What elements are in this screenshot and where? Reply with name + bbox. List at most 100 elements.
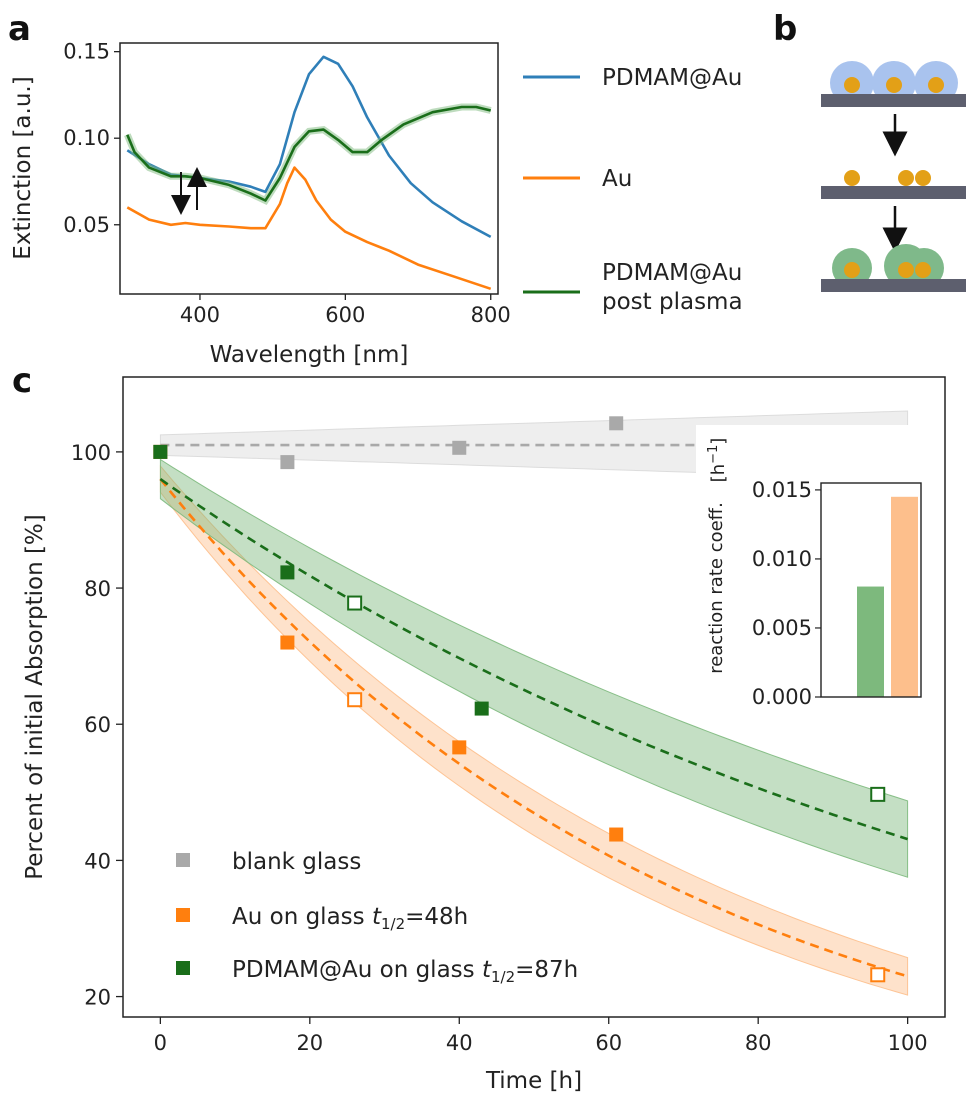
- gold-particle: [928, 77, 944, 93]
- panel-c-y-ticks: 20 40 60 80 100: [71, 441, 123, 1010]
- y-tick-label: 0.005: [752, 616, 812, 640]
- gold-particle: [844, 77, 860, 93]
- panel-a-axes-frame: [119, 42, 499, 295]
- x-tick-label: 80: [745, 1031, 772, 1055]
- y-tick-label: 100: [71, 441, 111, 465]
- x-tick-label: 400: [180, 303, 220, 327]
- gold-particle: [898, 262, 914, 278]
- inset-axes-frame: [820, 482, 922, 698]
- data-point-0: [452, 440, 467, 455]
- y-tick-label: 0.010: [752, 547, 812, 571]
- panel-a-x-ticks: 400 600 800: [180, 294, 511, 327]
- substrate-3: [821, 279, 966, 292]
- fit-band-1: [159, 464, 909, 996]
- x-tick-label: 40: [446, 1031, 473, 1055]
- panel-a-legend: PDMAM@Au Au PDMAM@Au post plasma: [523, 65, 750, 315]
- legend-label-au-on-glass: Au on glass t1/2=48h: [232, 904, 468, 933]
- panel-letter-a: a: [8, 9, 31, 49]
- legend-label-pdmam: PDMAM@Au: [602, 65, 742, 91]
- panel-a-y-axis-label: Extinction [a.u.]: [10, 76, 36, 259]
- data-point-1: [870, 967, 886, 983]
- legend-au-prefix: Au on glass: [232, 904, 372, 930]
- substrate-1: [821, 94, 966, 107]
- y-tick-label: 60: [84, 713, 111, 737]
- panel-c-data-points: [153, 416, 886, 983]
- panel-c-x-axis-label: Time [h]: [485, 1068, 582, 1094]
- panel-a-y-ticks: 0.05 0.10 0.15: [63, 40, 120, 237]
- series-line-2: [126, 105, 492, 202]
- y-tick-label: 0.000: [752, 685, 812, 709]
- inset-unit-label: [h−1]: [706, 438, 729, 483]
- gold-particle: [915, 262, 931, 278]
- legend-marker-au: [176, 908, 190, 922]
- legend-pd-t: t: [482, 957, 492, 983]
- y-tick-label: 80: [84, 577, 111, 601]
- panel-a-x-axis-label: Wavelength [nm]: [210, 342, 409, 368]
- data-point-2: [153, 444, 168, 459]
- panel-c-axes-frame: [122, 376, 946, 1018]
- data-point-2: [347, 595, 363, 611]
- panel-a-chart: 400 600 800 0.05 0.10 0.15 Wavelength [nm] E…: [10, 40, 511, 368]
- data-point-2: [474, 701, 489, 716]
- legend-label-au: Au: [602, 166, 632, 192]
- y-tick-label: 0.10: [63, 126, 110, 150]
- inset-unit-close: ]: [708, 438, 729, 445]
- panel-letter-b: b: [773, 9, 797, 49]
- x-tick-label: 60: [595, 1031, 622, 1055]
- panel-c-y-axis-label: Percent of initial Absorption [%]: [22, 514, 48, 880]
- inset-bar-pdmamau: [857, 586, 884, 697]
- inset-y-axis-label: reaction rate coeff.: [706, 502, 727, 674]
- gold-particle: [886, 77, 902, 93]
- legend-marker-blank: [176, 853, 190, 867]
- panel-c-legend: blank glass Au on glass t1/2=48h PDMAM@A…: [176, 849, 578, 986]
- legend-pd-prefix: PDMAM@Au on glass: [232, 957, 482, 983]
- data-point-2: [870, 786, 886, 802]
- legend-pd-val: =87h: [515, 957, 578, 983]
- data-point-1: [280, 635, 295, 650]
- substrate-2: [821, 186, 966, 199]
- data-point-0: [609, 416, 624, 431]
- gold-particle: [915, 170, 931, 186]
- legend-label-post-plasma-line2: post plasma: [602, 289, 743, 315]
- legend-marker-pdmam: [176, 961, 190, 975]
- x-tick-label: 100: [888, 1031, 928, 1055]
- panel-c-inset-chart: 0.000 0.005 0.010 0.015 reaction rate coeff…: [696, 425, 936, 709]
- panel-c-x-ticks: 0 20 40 60 80 100: [154, 1017, 928, 1055]
- panel-b-schematic: [821, 61, 966, 292]
- x-tick-label: 600: [325, 303, 365, 327]
- y-tick-label: 40: [84, 849, 111, 873]
- legend-label-pdmam-on-glass: PDMAM@Au on glass t1/2=87h: [232, 957, 578, 986]
- legend-label-blank: blank glass: [232, 849, 361, 875]
- legend-label-post-plasma: PDMAM@Au post plasma: [602, 260, 750, 315]
- fit-line-1: [159, 478, 908, 978]
- inset-bars: [857, 496, 918, 697]
- panel-letter-c: c: [12, 361, 32, 401]
- panel-c-chart: 0 20 40 60 80 100 20 40 60 80 100 Time [h] Percen…: [22, 376, 946, 1094]
- series-line-0: [126, 55, 492, 239]
- legend-au-sub: 1/2: [381, 915, 405, 933]
- series-line-1: [126, 166, 492, 291]
- legend-au-t: t: [372, 904, 382, 930]
- data-point-1: [347, 692, 363, 708]
- y-tick-label: 20: [84, 986, 111, 1010]
- legend-pd-sub: 1/2: [491, 968, 515, 986]
- x-tick-label: 800: [471, 303, 511, 327]
- data-point-1: [609, 827, 624, 842]
- x-tick-label: 0: [154, 1031, 167, 1055]
- legend-au-val: =48h: [405, 904, 468, 930]
- data-point-0: [280, 455, 295, 470]
- inset-unit-open: [h: [708, 464, 729, 482]
- data-point-2: [280, 565, 295, 580]
- inset-bar-au: [891, 496, 918, 697]
- y-tick-label: 0.05: [63, 213, 110, 237]
- gold-particle: [844, 170, 860, 186]
- inset-unit-sup: −1: [706, 445, 721, 464]
- legend-label-post-plasma-line1: PDMAM@Au: [602, 260, 742, 286]
- data-point-1: [452, 740, 467, 755]
- gold-particle: [898, 170, 914, 186]
- y-tick-label: 0.15: [63, 40, 110, 64]
- x-tick-label: 20: [296, 1031, 323, 1055]
- inset-y-ticks: 0.000 0.005 0.010 0.015: [752, 478, 821, 709]
- gold-particle: [844, 262, 860, 278]
